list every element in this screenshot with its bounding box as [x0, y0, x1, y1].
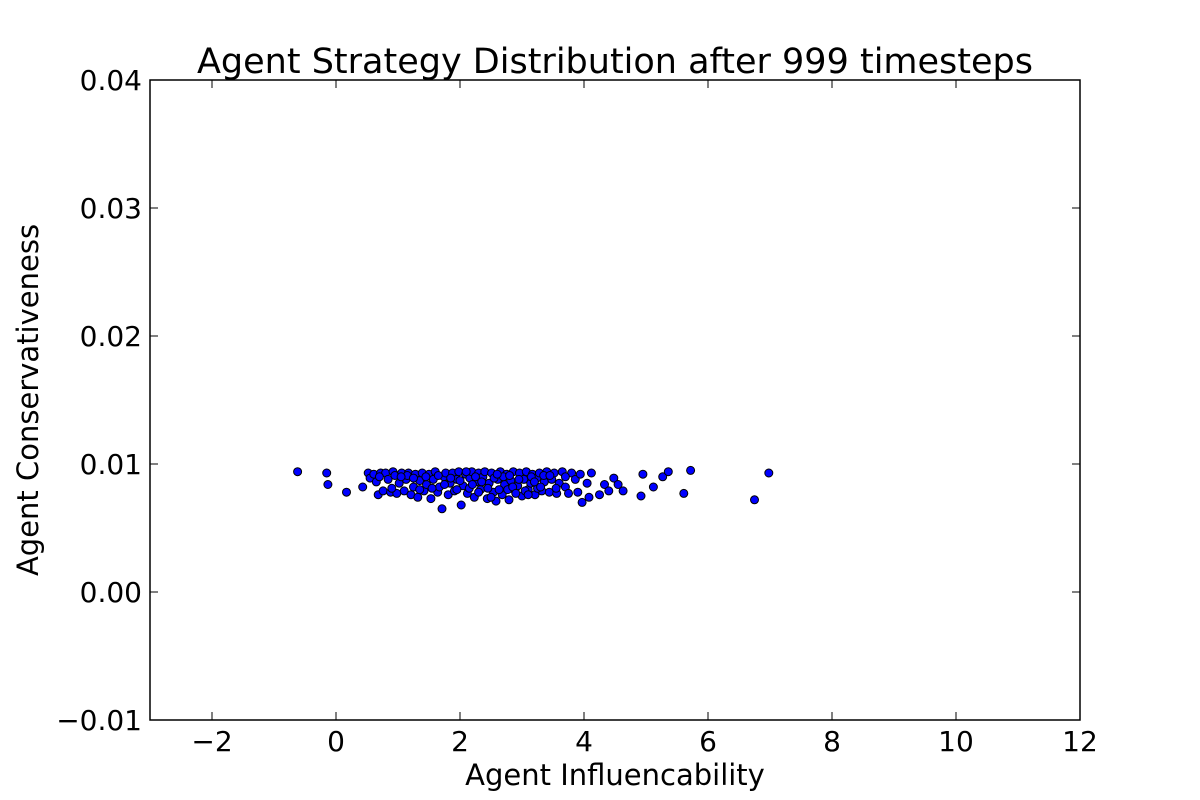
- data-point: [506, 472, 514, 480]
- data-point: [453, 486, 461, 494]
- y-tick-label: 0.02: [80, 320, 142, 353]
- data-point: [537, 483, 545, 491]
- data-point: [375, 473, 383, 481]
- x-tick-label: 12: [1062, 725, 1098, 758]
- data-point: [294, 468, 302, 476]
- data-point: [605, 487, 613, 495]
- data-point: [585, 493, 593, 501]
- data-point: [484, 484, 492, 492]
- data-point: [447, 474, 455, 482]
- data-points: [294, 466, 773, 512]
- data-point: [493, 470, 501, 478]
- data-point: [574, 488, 582, 496]
- data-point: [323, 469, 331, 477]
- x-tick-label: 2: [451, 725, 469, 758]
- y-tick-label: 0.04: [80, 64, 142, 97]
- data-point: [680, 489, 688, 497]
- data-point: [637, 492, 645, 500]
- x-tick-label: −2: [191, 725, 232, 758]
- data-point: [515, 475, 523, 483]
- data-point: [578, 498, 586, 506]
- y-tick-label: 0.01: [80, 448, 142, 481]
- x-tick-label: 0: [327, 725, 345, 758]
- data-point: [505, 496, 513, 504]
- data-point: [462, 468, 470, 476]
- data-point: [639, 470, 647, 478]
- data-point: [434, 472, 442, 480]
- data-point: [649, 483, 657, 491]
- data-point: [765, 469, 773, 477]
- data-point: [388, 484, 396, 492]
- x-axis-ticks: −2 0 2 4 6 8 10 12: [191, 80, 1097, 758]
- data-point: [416, 486, 424, 494]
- data-point: [619, 487, 627, 495]
- data-point: [468, 481, 476, 489]
- y-tick-label: 0.00: [80, 576, 142, 609]
- data-point: [441, 481, 449, 489]
- y-tick-label: −0.01: [56, 704, 142, 737]
- data-point: [565, 489, 573, 497]
- data-point: [438, 505, 446, 513]
- data-point: [596, 491, 604, 499]
- data-point: [546, 472, 554, 480]
- data-point: [587, 469, 595, 477]
- data-point: [512, 489, 520, 497]
- data-point: [495, 486, 503, 494]
- data-point: [359, 483, 367, 491]
- data-point: [583, 479, 591, 487]
- x-tick-label: 6: [699, 725, 717, 758]
- data-point: [687, 466, 695, 474]
- data-point: [552, 484, 560, 492]
- x-tick-label: 8: [823, 725, 841, 758]
- y-axis-ticks: −0.01 0.00 0.01 0.02 0.03 0.04: [56, 64, 1080, 737]
- data-point: [478, 478, 486, 486]
- y-tick-label: 0.03: [80, 192, 142, 225]
- data-point: [379, 487, 387, 495]
- plot-frame: [150, 80, 1080, 720]
- data-point: [324, 481, 332, 489]
- data-point: [561, 473, 569, 481]
- data-point: [751, 496, 759, 504]
- data-point: [457, 501, 465, 509]
- data-point: [456, 477, 464, 485]
- data-point: [524, 491, 532, 499]
- x-tick-label: 10: [938, 725, 974, 758]
- y-axis-label: Agent Conservativeness: [11, 224, 45, 576]
- data-point: [422, 473, 430, 481]
- x-axis-label: Agent Influencability: [465, 758, 765, 792]
- data-point: [427, 495, 435, 503]
- data-point: [397, 473, 405, 481]
- data-point: [576, 470, 584, 478]
- x-tick-label: 4: [575, 725, 593, 758]
- data-point: [414, 493, 422, 501]
- data-point: [428, 484, 436, 492]
- data-point: [410, 474, 418, 482]
- data-point: [664, 468, 672, 476]
- data-point: [475, 488, 483, 496]
- data-point: [343, 488, 351, 496]
- chart-title: Agent Strategy Distribution after 999 ti…: [197, 42, 1033, 82]
- data-point: [487, 493, 495, 501]
